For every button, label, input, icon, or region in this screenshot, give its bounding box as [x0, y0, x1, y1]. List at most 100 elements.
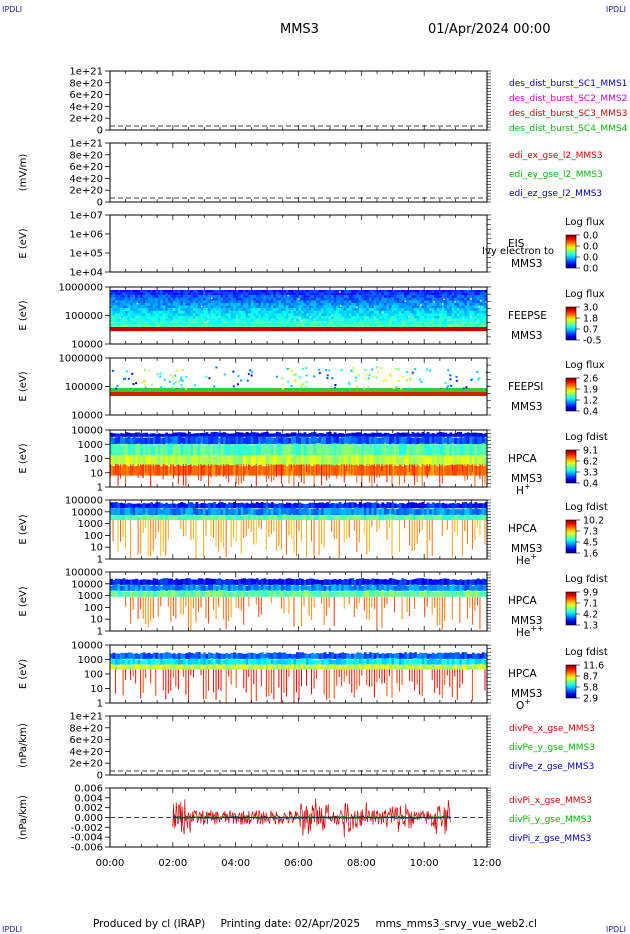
- spectrogram-cell: [378, 323, 382, 327]
- spectrogram-cell: [115, 323, 118, 327]
- spectrogram-cell: [172, 455, 176, 466]
- spectrogram-cell: [223, 303, 226, 306]
- spectrogram-cell: [318, 580, 322, 585]
- spectrogram-cell: [293, 310, 297, 314]
- spectrogram-cell: [255, 313, 259, 317]
- spectrogram-cell: [419, 308, 422, 311]
- spectrogram-cell: [233, 290, 236, 293]
- spectrogram-cell: [175, 292, 179, 296]
- spectrogram-cell: [388, 316, 392, 319]
- spectrogram-cell: [388, 444, 392, 456]
- spectrogram-cell: [431, 303, 435, 306]
- spectrogram-cell: [331, 503, 334, 509]
- spectrogram-cell: [454, 520, 456, 532]
- spectrogram-cell: [202, 515, 206, 521]
- spectrogram-cell: [255, 318, 259, 322]
- spectrogram-cell: [268, 316, 272, 319]
- spectrogram-cell: [130, 313, 133, 317]
- spectrogram-cell: [142, 444, 146, 456]
- spectrogram-cell: [414, 465, 417, 476]
- spectrogram-cell: [177, 508, 181, 516]
- spectrogram-cell: [275, 515, 279, 521]
- spectrogram-cell: [182, 318, 186, 322]
- spectrogram-cell: [356, 464, 358, 483]
- spectrogram-cell: [421, 318, 425, 322]
- spectrogram-cell: [142, 300, 146, 304]
- spectrogram-cell: [243, 321, 247, 324]
- spectrogram-cell: [301, 436, 304, 445]
- spectrogram-cell: [230, 321, 234, 324]
- spectrogram-cell: [331, 292, 334, 296]
- spectrogram-cell: [127, 515, 131, 521]
- spectrogram-cell: [381, 433, 385, 437]
- spectrogram-cell: [120, 316, 123, 319]
- hpca-h-instrument-label: HPCA: [508, 453, 538, 465]
- spectrogram-cell: [223, 432, 226, 437]
- spectrogram-cell: [376, 305, 380, 309]
- spectrogram-cell: [263, 305, 267, 309]
- spectrogram-cell: [280, 295, 284, 298]
- spectrogram-cell: [228, 465, 231, 476]
- spectrogram-cell: [230, 433, 234, 437]
- spectrogram-cell: [202, 590, 206, 597]
- spectrogram-cell: [187, 297, 191, 301]
- spectrogram-cell: [353, 321, 357, 324]
- spectrogram-cell: [263, 432, 267, 437]
- spectrogram-cell: [280, 303, 284, 306]
- spectrogram-cell: [391, 443, 395, 456]
- spectrogram-cell: [117, 318, 121, 322]
- spectrogram-cell: [253, 323, 257, 327]
- spectrogram-cell: [253, 292, 257, 296]
- spectrogram-cell: [202, 295, 206, 298]
- spectrogram-cell: [446, 310, 450, 314]
- legend-entry: edi_ey_gse_l2_MMS3: [509, 170, 603, 180]
- spectrogram-cell: [434, 443, 438, 456]
- spectrogram-cell: [461, 300, 465, 304]
- spectrogram-cell: [142, 464, 144, 479]
- spectrogram-cell: [366, 323, 370, 327]
- spectrogram-cell: [152, 295, 156, 298]
- spectrogram-cell: [220, 292, 224, 296]
- spectrogram-cell: [135, 303, 138, 306]
- spectrogram-cell: [396, 465, 400, 476]
- spectrogram-cell: [240, 323, 244, 327]
- spectrogram-cell: [409, 313, 412, 317]
- spectrogram-cell: [142, 579, 146, 585]
- spectrogram-cell: [120, 508, 123, 516]
- spectrogram-cell: [424, 310, 427, 314]
- spectrogram-cell: [331, 591, 334, 597]
- spectrogram-cell: [338, 303, 342, 306]
- spectrogram-cell: [439, 454, 443, 466]
- spectrogram-cell: [123, 377, 126, 380]
- spectrogram-cell: [298, 313, 302, 317]
- spectrogram-cell: [481, 321, 485, 324]
- spectrogram-cell: [170, 503, 174, 509]
- spectrogram-cell: [275, 443, 279, 456]
- spectrogram-cell: [127, 591, 131, 597]
- spectrogram-cell: [283, 507, 287, 516]
- spectrogram-cell: [356, 436, 360, 445]
- spectrogram-cell: [371, 507, 375, 516]
- spectrogram-cell: [225, 295, 229, 298]
- spectrogram-cell: [130, 303, 133, 306]
- spectrogram-cell: [255, 456, 259, 466]
- spectrogram-cell: [409, 455, 412, 466]
- spectrogram-cell: [301, 464, 304, 476]
- spectrogram-cell: [446, 514, 450, 521]
- feepse-colorbar-tick-label: 3.0: [583, 303, 598, 314]
- spectrogram-cell: [386, 432, 390, 437]
- spectrogram-cell: [333, 300, 337, 304]
- spectrogram-cell: [328, 515, 332, 521]
- spectrogram-cell: [182, 292, 186, 296]
- spectrogram-cell: [326, 313, 329, 317]
- spectrogram-cell: [316, 318, 319, 322]
- spectrogram-cell: [419, 305, 422, 309]
- spectrogram-cell: [419, 303, 422, 306]
- spectrogram-cell: [348, 590, 352, 597]
- spectrogram-cell: [388, 295, 392, 298]
- spectrogram-cell: [444, 465, 448, 476]
- spectrogram-cell: [181, 368, 184, 371]
- spectrogram-cell: [278, 310, 282, 314]
- spectrogram-cell: [363, 318, 367, 322]
- spectrogram-cell: [125, 596, 127, 607]
